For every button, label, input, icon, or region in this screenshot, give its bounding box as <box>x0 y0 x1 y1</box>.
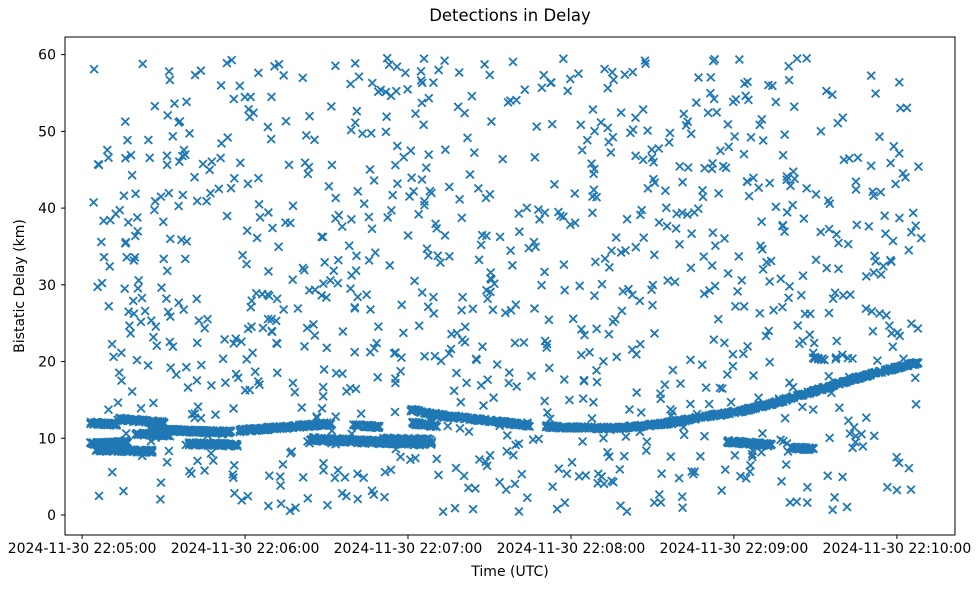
series-track-h <box>235 418 336 437</box>
y-tick-label: 40 <box>38 201 56 217</box>
x-tick-label: 2024-11-30 22:05:00 <box>8 541 157 557</box>
series-track-n <box>722 435 777 451</box>
y-tick-label: 20 <box>38 355 56 371</box>
series-track-l <box>378 433 437 450</box>
x-axis-label: Time (UTC) <box>470 564 548 580</box>
y-tick-label: 0 <box>47 508 56 524</box>
series-track-g <box>181 437 242 451</box>
y-axis-label: Bistatic Delay (km) <box>12 219 28 353</box>
series-track-main-pass <box>406 357 923 434</box>
x-tick-label: 2024-11-30 22:08:00 <box>497 541 646 557</box>
x-tick-label: 2024-11-30 22:10:00 <box>823 541 972 557</box>
y-tick-label: 50 <box>38 124 56 140</box>
x-tick-label: 2024-11-30 22:09:00 <box>660 541 809 557</box>
series-track-m <box>408 417 442 432</box>
y-tick-label: 30 <box>38 278 56 294</box>
y-tick-label: 60 <box>38 48 56 64</box>
x-tick-label: 2024-11-30 22:07:00 <box>334 541 483 557</box>
series-track-o <box>786 442 818 455</box>
axis-ticks-layer: 2024-11-30 22:05:00 2024-11-30 22:06:00 20… <box>8 48 972 557</box>
y-tick-label: 10 <box>38 431 56 447</box>
chart-title: Detections in Delay <box>429 6 591 25</box>
x-tick-label: 2024-11-30 22:06:00 <box>171 541 320 557</box>
series-track-d <box>113 413 169 429</box>
series-track-c <box>91 444 157 458</box>
series-track-a <box>85 417 122 430</box>
scatter-points-layer <box>85 53 926 517</box>
series-track-j <box>348 419 384 433</box>
series-track-f <box>145 424 236 438</box>
series-track-b <box>85 436 133 450</box>
series-cluster-q <box>808 352 841 365</box>
plot-frame <box>64 36 956 536</box>
